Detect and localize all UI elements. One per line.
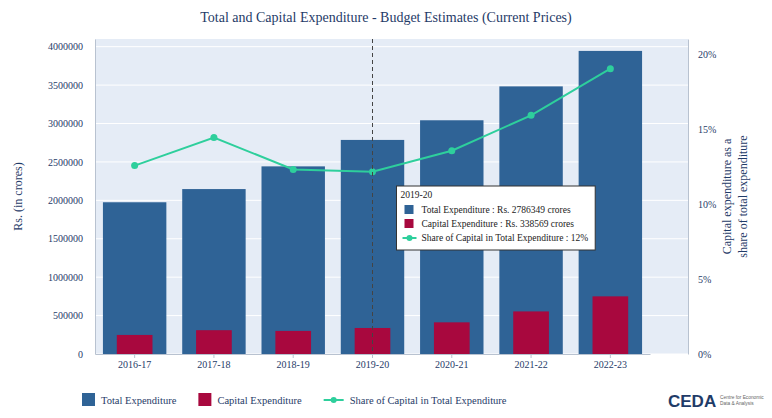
y2-axis-title: share of total expenditure xyxy=(736,135,750,257)
tick-label: 2000000 xyxy=(48,195,83,206)
tick-label: 2017-18 xyxy=(197,359,230,370)
tick: 1500000 xyxy=(48,233,95,244)
tick-label: 20% xyxy=(698,49,716,60)
plot-background xyxy=(95,39,688,354)
logo-caption: Centre for Economic xyxy=(720,395,764,400)
tick-mark xyxy=(451,354,452,358)
tick: 4000000 xyxy=(48,41,95,52)
legend-swatch xyxy=(331,397,337,403)
bar xyxy=(275,331,311,354)
tick: 2020-21 xyxy=(435,354,468,370)
tick-label: 0 xyxy=(78,349,83,360)
tick: 0% xyxy=(688,349,711,360)
tooltip-title: 2019-20 xyxy=(401,190,433,200)
tick-label: 5% xyxy=(698,274,711,285)
legend-swatch xyxy=(198,393,211,406)
tick-label: 2016-17 xyxy=(118,359,151,370)
bar xyxy=(593,296,629,354)
bar xyxy=(262,166,325,354)
tick: 10% xyxy=(688,199,716,210)
tooltip-text: Total Expenditure : Rs. 2786349 crores xyxy=(422,205,571,215)
tick-label: 500000 xyxy=(53,310,83,321)
tick-label: 2019-20 xyxy=(356,359,389,370)
tooltip-text: Share of Capital in Total Expenditure : … xyxy=(422,233,589,243)
tick-mark xyxy=(213,354,214,358)
tooltip-swatch xyxy=(405,219,414,228)
tick: 15% xyxy=(688,124,716,135)
marker xyxy=(210,134,217,141)
grid-line xyxy=(95,46,688,47)
tick-label: 1000000 xyxy=(48,272,83,283)
legend-label: Total Expenditure xyxy=(101,395,177,406)
axis-line xyxy=(95,40,96,355)
marker xyxy=(290,166,297,173)
marker xyxy=(528,112,535,119)
tick-mark xyxy=(293,354,294,358)
legend-swatch xyxy=(82,393,95,406)
tick-label: 3500000 xyxy=(48,80,83,91)
tick: 2019-20 xyxy=(356,354,389,370)
bar xyxy=(182,189,245,354)
tooltip: 2019-20 Total Expenditure : Rs. 2786349 c… xyxy=(397,186,596,250)
grid xyxy=(95,47,688,354)
tick: 2018-19 xyxy=(277,354,310,370)
axis-line xyxy=(688,40,689,355)
tooltip-swatch xyxy=(407,235,413,241)
tick: 1000000 xyxy=(48,272,95,283)
chart-title: Total and Capital Expenditure - Budget E… xyxy=(200,10,572,26)
tick-label: 2018-19 xyxy=(277,359,310,370)
bar xyxy=(196,330,232,354)
tick: 2016-17 xyxy=(118,354,151,370)
tick-label: 15% xyxy=(698,124,716,135)
logo-caption: Data & Analysis xyxy=(720,401,754,406)
bar xyxy=(513,311,549,354)
tick-label: 2021-22 xyxy=(514,359,547,370)
y2-axis-title: Capital expenditure as a xyxy=(720,138,734,254)
bar xyxy=(117,335,153,354)
tick: 2022-23 xyxy=(594,354,627,370)
tick: 20% xyxy=(688,49,716,60)
tooltip-swatch xyxy=(405,205,414,214)
logo: CEDA Centre for EconomicData & Analysis xyxy=(668,392,764,411)
tick: 2021-22 xyxy=(514,354,547,370)
tick: 3000000 xyxy=(48,118,95,129)
tooltip-box xyxy=(397,186,596,250)
tick-label: 2020-21 xyxy=(435,359,468,370)
legend: Total Expenditure Capital Expenditure Shar… xyxy=(82,393,507,406)
tick: 5% xyxy=(688,274,711,285)
tick-label: 1500000 xyxy=(48,233,83,244)
tick: 2017-18 xyxy=(197,354,230,370)
marker xyxy=(131,162,138,169)
tick-label: 3000000 xyxy=(48,118,83,129)
hover-line xyxy=(372,39,373,354)
y-axis-title: Rs. (in crores) xyxy=(11,162,25,230)
legend-label: Share of Capital in Total Expenditure xyxy=(350,395,507,406)
marker xyxy=(448,147,455,154)
tick: 2000000 xyxy=(48,195,95,206)
tick-label: 10% xyxy=(698,199,716,210)
tick: 3500000 xyxy=(48,80,95,91)
chart: Total and Capital Expenditure - Budget E… xyxy=(0,0,772,418)
x-axis: 2016-17 2017-18 2018-19 2019-20 2020-21 2021-… xyxy=(96,354,651,370)
bar xyxy=(434,322,470,354)
marker xyxy=(607,65,614,72)
tick-mark xyxy=(134,354,135,358)
yticks-axis: 0 500000 1000000 1500000 2000000 2500000 30000… xyxy=(48,40,96,360)
y2ticks-axis: 0% 5% 10% 15% 20% xyxy=(688,40,716,360)
tick-mark xyxy=(372,354,373,358)
bar xyxy=(103,202,166,354)
tick-mark xyxy=(610,354,611,358)
tick-label: 2500000 xyxy=(48,157,83,168)
tick: 500000 xyxy=(53,310,95,321)
tick: 2500000 xyxy=(48,157,95,168)
tick-label: 2022-23 xyxy=(594,359,627,370)
tick: 0 xyxy=(78,349,95,360)
tick-label: 0% xyxy=(698,349,711,360)
tick-label: 4000000 xyxy=(48,41,83,52)
tooltip-text: Capital Expenditure : Rs. 338569 crores xyxy=(422,219,575,229)
legend-label: Capital Expenditure xyxy=(217,395,302,406)
logo-text: CEDA xyxy=(668,392,716,411)
tick-mark xyxy=(531,354,532,358)
